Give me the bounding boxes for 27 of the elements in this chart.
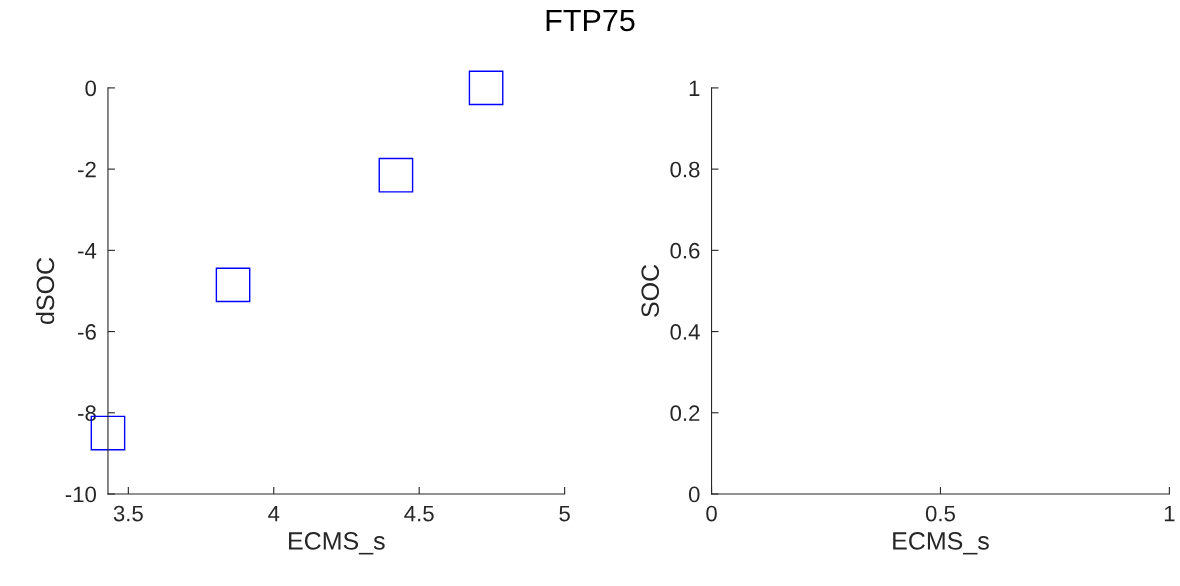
x-tick-label: 0.5 bbox=[925, 505, 955, 522]
y-tick-label: 0 bbox=[688, 486, 700, 503]
y-tick-label: -6 bbox=[78, 324, 96, 340]
y-tick-label: 0.8 bbox=[670, 161, 700, 178]
y-tick-label: 0 bbox=[85, 80, 96, 97]
x-tick-label: 5 bbox=[559, 505, 570, 522]
point bbox=[468, 70, 504, 106]
y-tick-label: -2 bbox=[78, 161, 96, 178]
y-tick-label: -8 bbox=[78, 405, 96, 422]
y-tick-label: 0.2 bbox=[670, 405, 700, 422]
x-axis-title: ECMS_s bbox=[289, 532, 385, 555]
point bbox=[378, 157, 414, 193]
y-tick-label: 1 bbox=[689, 80, 700, 96]
x-axis-title: ECMS_s bbox=[893, 532, 989, 555]
y-tick-label: -4 bbox=[78, 243, 97, 259]
x-tick-label: 1 bbox=[1164, 505, 1175, 522]
y-tick-label: -10 bbox=[65, 486, 96, 503]
x-tick-label: 4.5 bbox=[404, 505, 434, 522]
chart-title: FTP75 bbox=[546, 9, 635, 32]
point bbox=[215, 267, 251, 303]
y-tick-label: 0.6 bbox=[670, 242, 700, 259]
x-tick-label: 4 bbox=[268, 505, 280, 522]
y-axis-title: dSOC bbox=[35, 257, 55, 324]
y-axis-title: SOC bbox=[641, 264, 660, 317]
y-tick-label: 0.4 bbox=[670, 324, 700, 340]
x-tick-label: 0 bbox=[706, 505, 717, 522]
x-tick-label: 3.5 bbox=[113, 505, 143, 522]
